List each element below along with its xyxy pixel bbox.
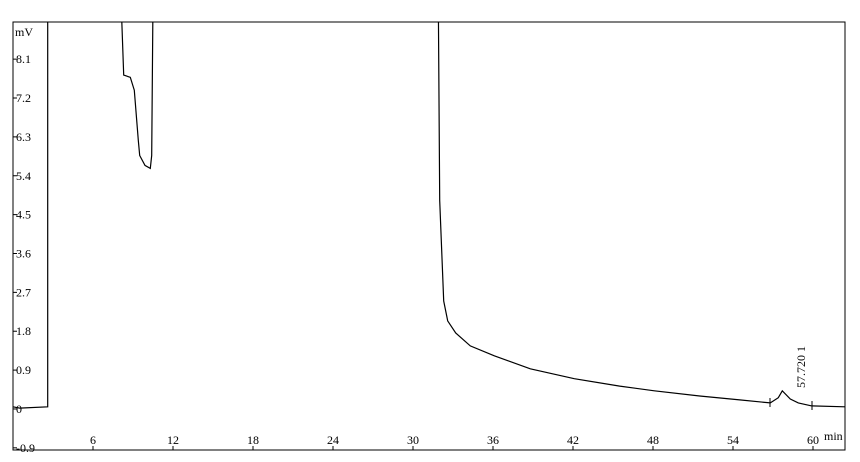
y-tick-label: 7.2 — [16, 91, 31, 105]
x-tick-label: 42 — [567, 433, 579, 447]
y-tick-label: 2.7 — [16, 285, 31, 299]
peak-annotation: 57.720 1 — [794, 346, 808, 388]
x-unit: min — [824, 429, 843, 443]
y-tick-label: 0.9 — [16, 363, 31, 377]
y-tick-label: 0 — [16, 402, 22, 416]
x-tick-label: 36 — [487, 433, 499, 447]
x-tick-label: 24 — [327, 433, 339, 447]
x-tick-label: 48 — [647, 433, 659, 447]
x-tick-label: 18 — [247, 433, 259, 447]
x-tick-label: 54 — [727, 433, 739, 447]
y-tick-label: 4.5 — [16, 208, 31, 222]
x-tick-label: 30 — [407, 433, 419, 447]
plot-frame — [12, 21, 846, 451]
y-tick-label: 1.8 — [16, 324, 31, 338]
y-unit: mV — [15, 25, 33, 39]
y-tick-label: -0.9 — [16, 441, 35, 455]
y-tick-label: 6.3 — [16, 130, 31, 144]
x-tick-label: 12 — [167, 433, 179, 447]
y-tick-label: 3.6 — [16, 246, 31, 260]
x-tick-label: 60 — [807, 433, 819, 447]
x-tick-label: 6 — [90, 433, 96, 447]
y-tick-label: 8.1 — [16, 52, 31, 66]
y-tick-label: 5.4 — [16, 169, 31, 183]
trace — [13, 22, 845, 409]
